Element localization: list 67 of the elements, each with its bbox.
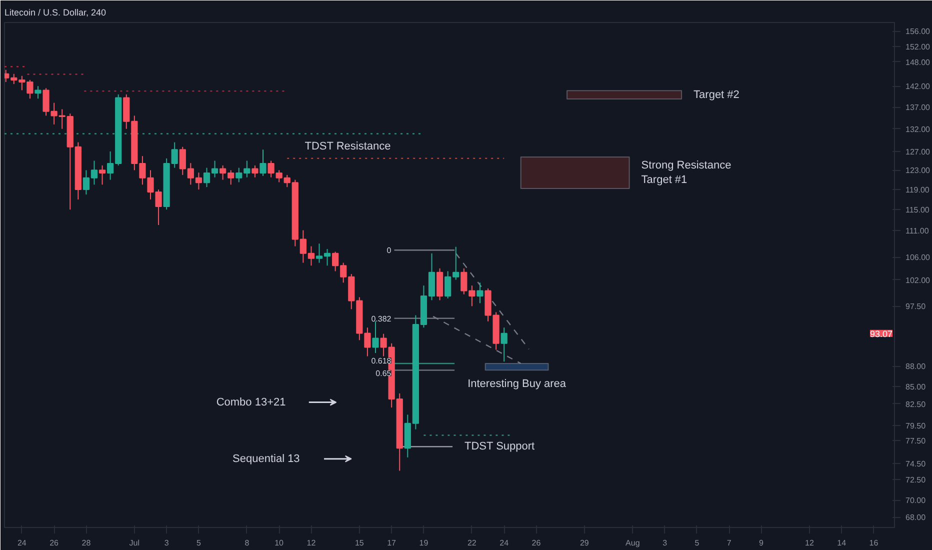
y-tick-label: 132.00: [906, 124, 931, 134]
y-tick-label: 119.00: [906, 186, 930, 195]
x-tick-label: 24: [500, 538, 510, 548]
x-tick-label: 26: [532, 538, 542, 548]
x-tick-label: Aug: [626, 538, 640, 548]
series-label: 0: [386, 246, 392, 256]
y-tick-label: 79.50: [906, 422, 926, 431]
candlestick: [260, 149, 266, 176]
y-tick-label: 68.00: [906, 513, 926, 522]
y-tick-label: 123.00: [906, 166, 931, 176]
y-tick-label: 77.50: [906, 436, 926, 446]
y-tick-label: 88.00: [906, 362, 926, 372]
x-tick-label: 14: [837, 538, 847, 548]
x-tick-label: 16: [869, 538, 879, 548]
candlestick: [500, 327, 508, 362]
x-tick-label: 7: [726, 538, 732, 548]
annotation: Sequential 13: [232, 452, 300, 465]
x-tick-label: 8: [244, 538, 250, 548]
candlestick: [34, 86, 42, 100]
x-tick-label: 5: [196, 538, 202, 548]
candlestick: [252, 164, 258, 178]
annotation: 93.07: [870, 328, 893, 339]
x-tick-label: 3: [662, 538, 668, 548]
x-tick-label: 15: [354, 538, 364, 548]
x-tick-label: 28: [82, 538, 92, 548]
x-tick-label: 19: [419, 538, 429, 548]
x-tick-label: 12: [805, 538, 814, 548]
y-tick-label: 137.00: [906, 103, 931, 112]
y-tick-label: 152.00: [906, 42, 931, 52]
chart-title: Litecoin / U.S. Dollar, 240: [4, 8, 106, 18]
series-label: TDST Resistance: [304, 140, 391, 152]
series-label: 0.618: [371, 356, 392, 366]
candlestick: [476, 282, 484, 304]
y-tick-label: 142.00: [906, 82, 931, 92]
x-tick-label: 17: [387, 538, 397, 548]
x-tick-label: 22: [467, 538, 477, 548]
series-label: Target #2: [694, 88, 740, 101]
x-tick-label: 29: [580, 538, 590, 548]
y-tick-label: 97.50: [906, 302, 926, 312]
x-tick-label: 3: [164, 538, 170, 548]
series-label: 0.65: [376, 369, 392, 378]
x-tick-label: 10: [274, 538, 284, 548]
y-tick-label: 74.50: [906, 460, 926, 469]
series-label: Strong Resistance Target #1: [641, 160, 732, 186]
x-tick-label: 12: [306, 538, 316, 548]
annotation: Combo 13+21: [216, 396, 286, 408]
x-tick-label: Jul: [129, 538, 140, 548]
y-tick-label: 111.00: [906, 226, 930, 236]
y-tick-label: 106.00: [906, 253, 931, 262]
y-tick-label: 70.00: [906, 496, 926, 506]
candlestick: [436, 268, 444, 301]
y-tick-label: 72.50: [906, 476, 926, 485]
candlestick: [98, 164, 106, 186]
series-label: Interesting Buy area: [468, 378, 567, 390]
x-tick-label: 9: [759, 538, 764, 548]
y-tick-label: 115.00: [906, 206, 930, 215]
y-tick-label: 85.00: [906, 382, 926, 392]
y-tick-label: 82.50: [906, 400, 926, 409]
y-tick-label: 102.00: [906, 276, 931, 285]
x-tick-label: 5: [694, 538, 700, 548]
series-label: 0.382: [371, 314, 392, 324]
x-tick-label: 24: [17, 538, 27, 548]
y-tick-label: 127.00: [906, 147, 931, 156]
series-label: TDST Support: [464, 440, 535, 453]
y-tick-label: 156.00: [906, 27, 931, 36]
x-tick-label: 26: [50, 538, 60, 548]
y-tick-label: 148.00: [906, 58, 931, 67]
